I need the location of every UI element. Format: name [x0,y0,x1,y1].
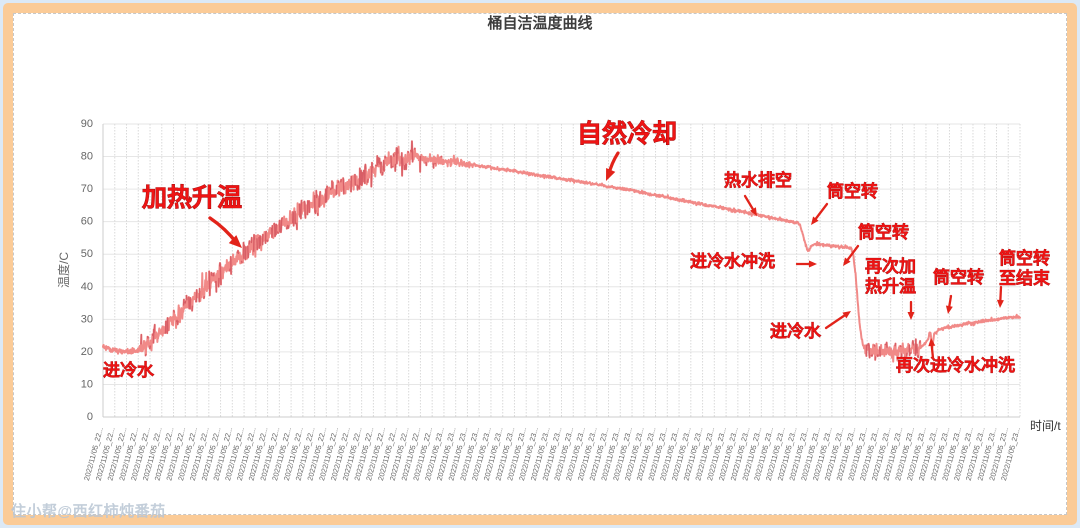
svg-text:加热升温: 加热升温 [141,184,242,212]
svg-text:热水排空: 热水排空 [724,170,792,190]
svg-text:0: 0 [87,411,93,423]
svg-text:进冷水: 进冷水 [770,321,822,341]
svg-text:40: 40 [81,281,93,293]
svg-text:10: 10 [81,378,93,390]
svg-text:自然冷却: 自然冷却 [577,119,677,148]
svg-text:时间/t: 时间/t [1030,419,1061,433]
svg-text:热升温: 热升温 [865,276,916,296]
svg-text:70: 70 [81,183,93,195]
svg-text:筒空转: 筒空转 [858,222,909,242]
svg-text:再次进冷水冲洗: 再次进冷水冲洗 [896,355,1015,375]
svg-text:80: 80 [81,151,93,163]
svg-text:进冷水: 进冷水 [103,360,155,380]
svg-text:进冷水冲洗: 进冷水冲洗 [690,251,775,271]
svg-text:至结束: 至结束 [999,268,1050,288]
svg-text:30: 30 [81,313,93,325]
svg-text:20: 20 [81,346,93,358]
svg-text:60: 60 [81,216,93,228]
svg-text:筒空转: 筒空转 [827,181,878,201]
svg-text:筒空转: 筒空转 [933,267,984,287]
svg-text:再次加: 再次加 [865,256,916,276]
svg-text:筒空转: 筒空转 [999,248,1050,268]
svg-text:90: 90 [81,118,93,130]
svg-text:温度/C: 温度/C [56,252,71,288]
svg-text:50: 50 [81,248,93,260]
